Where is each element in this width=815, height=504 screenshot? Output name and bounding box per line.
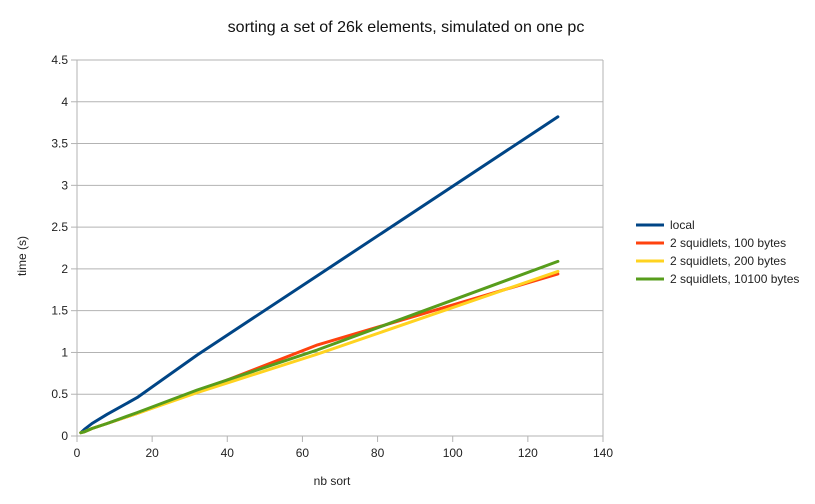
plot-area bbox=[79, 115, 560, 435]
axes: 0 0.5 1 1.5 2 2.5 3 3.5 4 4.5 0 20 40 60 80 100 120 140 bbox=[51, 53, 613, 460]
x-tick-label: 140 bbox=[593, 446, 613, 460]
x-tick-label: 40 bbox=[221, 446, 235, 460]
y-axis-label: time (s) bbox=[15, 236, 29, 276]
y-tick-label: 0 bbox=[61, 429, 68, 443]
y-tick-label: 1 bbox=[61, 345, 68, 359]
y-tick-label: 3 bbox=[61, 178, 68, 192]
y-tick-label: 4.5 bbox=[51, 53, 68, 67]
x-tick-label: 60 bbox=[296, 446, 310, 460]
legend-label: local bbox=[670, 218, 695, 232]
y-tick-label: 3.5 bbox=[51, 137, 68, 151]
x-axis-label: nb sort bbox=[314, 474, 351, 488]
y-tick-label: 2 bbox=[61, 262, 68, 276]
y-tick-label: 0.5 bbox=[51, 387, 68, 401]
legend-label: 2 squidlets, 200 bytes bbox=[670, 254, 786, 268]
legend: local 2 squidlets, 100 bytes 2 squidlets, … bbox=[636, 218, 799, 286]
series-line-0 bbox=[79, 115, 560, 435]
x-tick-label: 0 bbox=[74, 446, 81, 460]
x-tick-label: 20 bbox=[145, 446, 159, 460]
series-line-3 bbox=[79, 259, 560, 435]
x-tick-label: 100 bbox=[443, 446, 463, 460]
x-tick-label: 80 bbox=[371, 446, 385, 460]
y-tick-label: 1.5 bbox=[51, 304, 68, 318]
y-tick-label: 4 bbox=[61, 95, 68, 109]
grid bbox=[77, 59, 603, 437]
legend-label: 2 squidlets, 100 bytes bbox=[670, 236, 786, 250]
chart-title: sorting a set of 26k elements, simulated… bbox=[228, 19, 585, 36]
x-tick-label: 120 bbox=[518, 446, 538, 460]
y-tick-label: 2.5 bbox=[51, 220, 68, 234]
legend-label: 2 squidlets, 10100 bytes bbox=[670, 272, 799, 286]
